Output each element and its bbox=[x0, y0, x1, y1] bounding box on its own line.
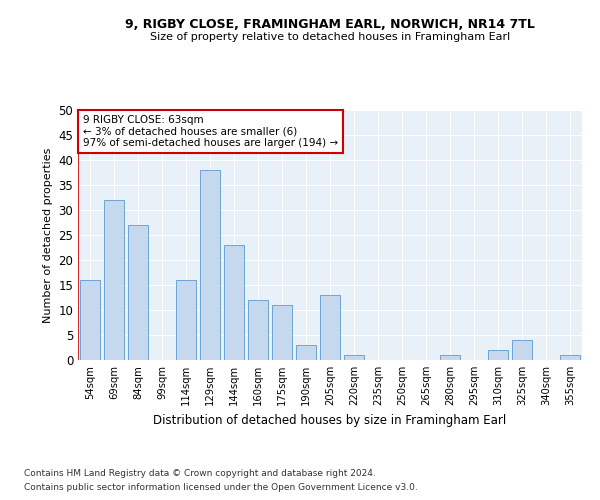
Text: Contains HM Land Registry data © Crown copyright and database right 2024.: Contains HM Land Registry data © Crown c… bbox=[24, 468, 376, 477]
Bar bbox=[176, 280, 196, 360]
Text: Size of property relative to detached houses in Framingham Earl: Size of property relative to detached ho… bbox=[150, 32, 510, 42]
Y-axis label: Number of detached properties: Number of detached properties bbox=[43, 148, 53, 322]
Bar bbox=[560, 355, 580, 360]
Bar bbox=[296, 345, 316, 360]
X-axis label: Distribution of detached houses by size in Framingham Earl: Distribution of detached houses by size … bbox=[154, 414, 506, 426]
Bar bbox=[200, 170, 220, 360]
Bar bbox=[488, 350, 508, 360]
Text: 9 RIGBY CLOSE: 63sqm
← 3% of detached houses are smaller (6)
97% of semi-detache: 9 RIGBY CLOSE: 63sqm ← 3% of detached ho… bbox=[83, 115, 338, 148]
Bar bbox=[128, 225, 148, 360]
Text: 9, RIGBY CLOSE, FRAMINGHAM EARL, NORWICH, NR14 7TL: 9, RIGBY CLOSE, FRAMINGHAM EARL, NORWICH… bbox=[125, 18, 535, 30]
Bar bbox=[80, 280, 100, 360]
Bar bbox=[272, 305, 292, 360]
Bar bbox=[512, 340, 532, 360]
Bar bbox=[248, 300, 268, 360]
Bar bbox=[344, 355, 364, 360]
Bar bbox=[224, 245, 244, 360]
Bar bbox=[320, 295, 340, 360]
Text: Contains public sector information licensed under the Open Government Licence v3: Contains public sector information licen… bbox=[24, 484, 418, 492]
Bar bbox=[104, 200, 124, 360]
Bar bbox=[440, 355, 460, 360]
